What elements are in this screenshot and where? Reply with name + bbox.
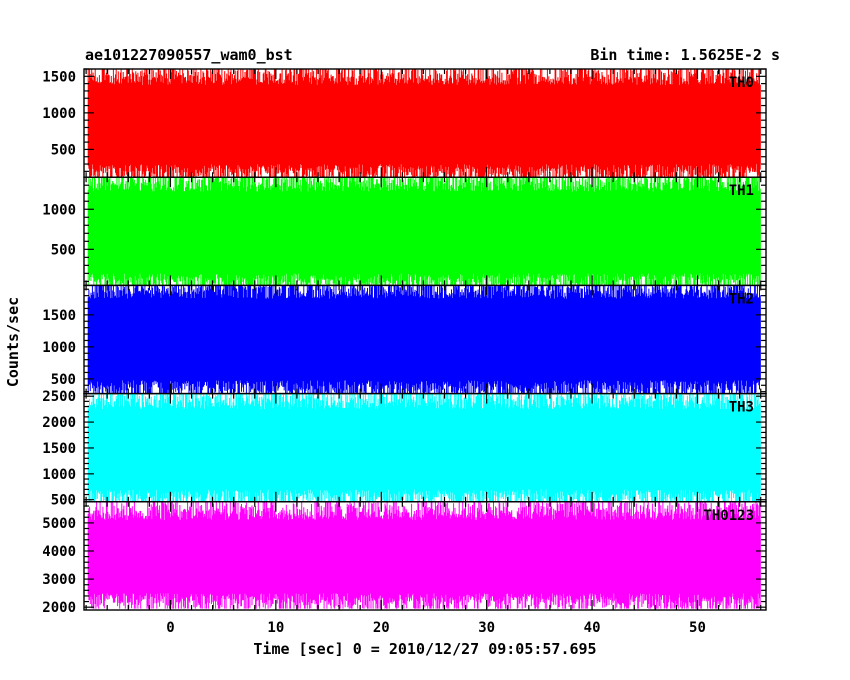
- series-th2: [87, 285, 761, 393]
- y-tick-label: 3000: [42, 572, 76, 588]
- x-tick-label: 0: [166, 620, 174, 636]
- y-tick-label: 2000: [42, 600, 76, 616]
- x-tick-label: 50: [689, 620, 706, 636]
- y-tick-label: 500: [51, 242, 76, 258]
- panel-label-th2: TH2: [729, 291, 754, 307]
- panel-th2: 500 1000 1500 TH2: [42, 284, 767, 395]
- y-tick-label: 500: [51, 142, 76, 158]
- y-tick-label: 2000: [42, 415, 76, 431]
- y-tick-label: 4000: [42, 544, 76, 560]
- panel-label-th1: TH1: [729, 183, 754, 199]
- panel-frame: [83, 501, 767, 611]
- y-tick-label: 1500: [42, 441, 76, 457]
- y-axis-label: Counts/sec: [4, 297, 22, 387]
- panel-label-th0123: TH0123: [703, 508, 754, 524]
- panel-th0: 500 1000 1500 TH0: [42, 68, 767, 178]
- chart-title: ae101227090557_wam0_bst: [85, 46, 293, 64]
- panel-label-th0: TH0: [729, 75, 754, 91]
- panel-label-th3: TH3: [729, 400, 754, 416]
- series-th0123: [87, 501, 761, 609]
- x-tick-label: 10: [267, 620, 284, 636]
- series-th1: [87, 177, 761, 285]
- bin-time-label: Bin time: 1.5625E-2 s: [590, 46, 780, 64]
- y-tick-label: 1500: [42, 308, 76, 324]
- x-tick-label: 30: [478, 620, 495, 636]
- y-tick-label: 1000: [42, 467, 76, 483]
- y-tick-label: 1000: [42, 106, 76, 122]
- x-tick-label: 40: [584, 620, 601, 636]
- y-tick-label: 1500: [42, 69, 76, 85]
- series-th3: [87, 393, 761, 502]
- y-tick-label: 2500: [42, 389, 76, 405]
- series-th0: [87, 69, 761, 177]
- y-tick-label: 1000: [42, 340, 76, 356]
- panel-th0123: 2000 3000 4000 5000 TH0123 0 10 20 30 40 50: [42, 501, 767, 636]
- panel-th3: 500 1000 1500 2000 2500 TH3: [42, 389, 767, 509]
- y-tick-label: 1000: [42, 202, 76, 218]
- x-tick-label: 20: [373, 620, 390, 636]
- panel-th1: 500 1000 TH1: [42, 176, 767, 287]
- y-tick-label: 500: [51, 372, 76, 388]
- x-axis-label: Time [sec] 0 = 2010/12/27 09:05:57.695: [253, 640, 596, 658]
- y-tick-label: 5000: [42, 516, 76, 532]
- y-tick-label: 500: [51, 493, 76, 509]
